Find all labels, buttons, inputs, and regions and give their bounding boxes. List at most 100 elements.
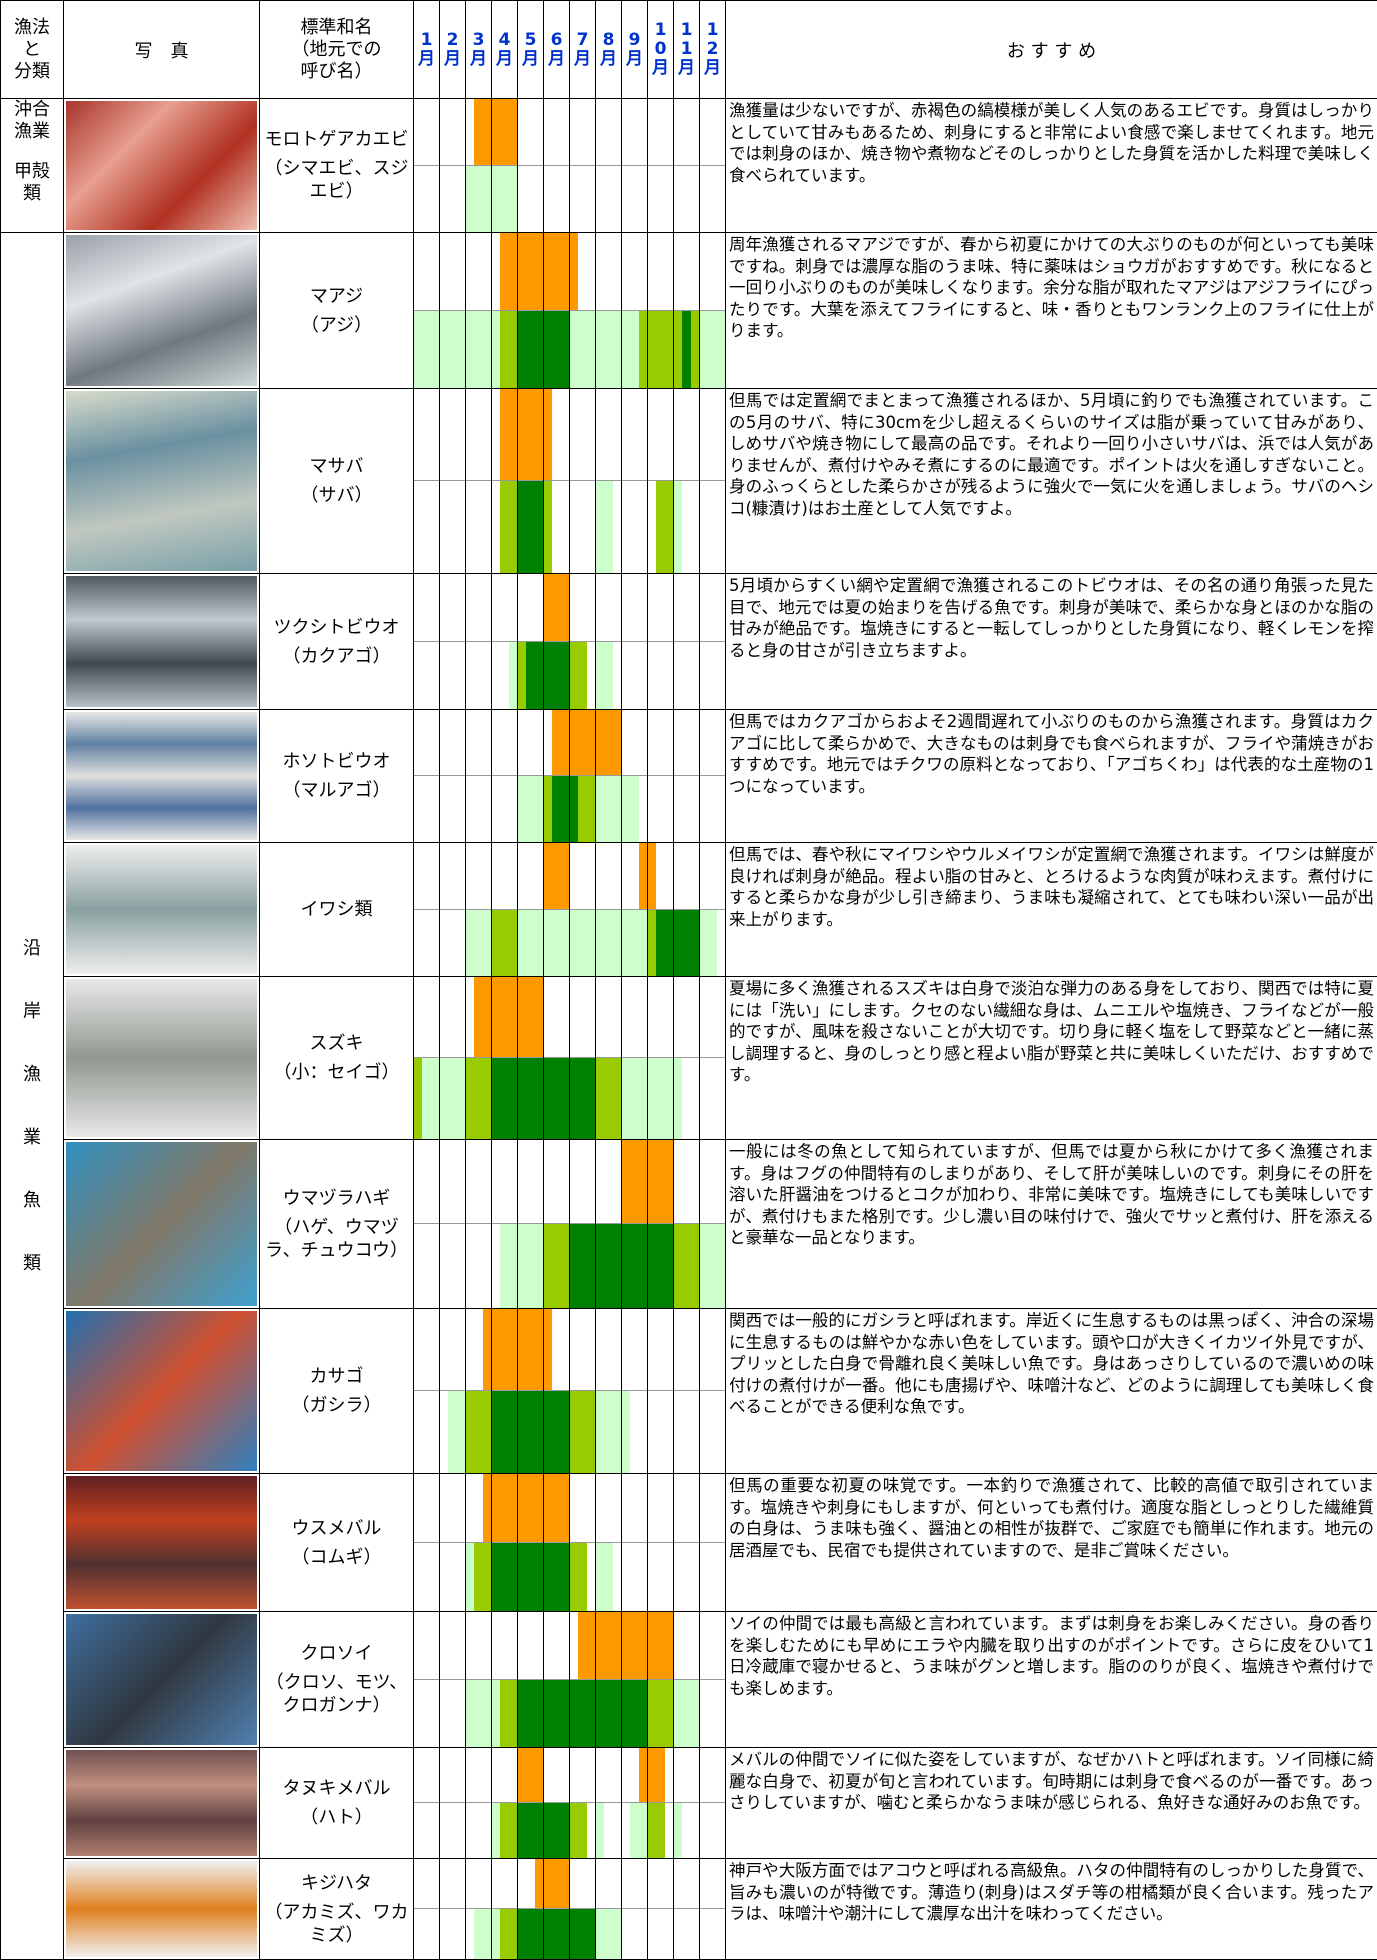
month-cell: [439, 842, 466, 977]
season-band: [700, 100, 725, 166]
season-cell: [534, 481, 543, 573]
season-cell: [596, 1391, 605, 1473]
season-cell: [526, 1309, 535, 1390]
season-cell: [630, 1749, 638, 1803]
season-cell: [474, 1141, 482, 1224]
season-cell: [415, 390, 423, 481]
catch-band: [675, 1909, 699, 1959]
season-cell: [467, 575, 475, 641]
season-cell: [441, 1749, 449, 1803]
season-cell: [545, 166, 553, 232]
season-cell: [596, 481, 605, 573]
season-cell: [415, 100, 423, 165]
season-cell: [639, 390, 647, 481]
season-cell: [508, 1058, 517, 1139]
season-cell: [441, 1224, 449, 1308]
season-cell: [456, 1058, 465, 1139]
catch-band: [596, 1542, 621, 1611]
month-cell: [621, 1611, 648, 1748]
season-cell: [534, 1058, 543, 1139]
month-cell: [699, 842, 726, 977]
season-cell: [560, 776, 569, 842]
season-cell: [648, 1748, 657, 1802]
season-cell: [623, 642, 631, 709]
season-cell: [500, 1391, 509, 1473]
season-cell: [519, 1141, 527, 1224]
season-cell: [534, 1803, 543, 1858]
season-cell: [457, 1543, 465, 1611]
season-cell: [457, 390, 465, 481]
season-band: [674, 234, 699, 311]
season-cell: [422, 1860, 430, 1909]
season-cell: [415, 1749, 423, 1803]
season-cell: [493, 642, 501, 709]
season-band: [570, 1612, 595, 1680]
month-cell: [699, 1308, 726, 1474]
catch-band: [701, 1391, 725, 1473]
header-cell: 漁法 と 分類: [0, 0, 64, 99]
catch-band: [622, 1391, 647, 1473]
season-cell: [639, 100, 647, 165]
season-cell: [518, 481, 527, 573]
season-cell: [675, 776, 683, 842]
season-band: [648, 1475, 673, 1543]
season-cell: [656, 1909, 664, 1959]
month-cell: [569, 1611, 596, 1748]
season-cell: [518, 1391, 527, 1473]
season-cell: [587, 100, 595, 165]
season-band: [440, 978, 465, 1058]
season-cell: [431, 166, 439, 232]
season-cell: [630, 1310, 638, 1391]
season-cell: [586, 1058, 595, 1139]
season-cell: [630, 1679, 639, 1747]
month-label: 5月: [522, 29, 539, 69]
season-cell: [596, 1058, 605, 1139]
season-band: [414, 1613, 439, 1680]
season-cell: [482, 1679, 491, 1747]
month-cell: [517, 976, 544, 1140]
header-cell: 写 真: [63, 0, 260, 99]
season-band: [440, 234, 465, 311]
season-cell: [441, 1543, 449, 1611]
season-cell: [604, 575, 612, 641]
season-cell: [708, 310, 717, 388]
month-cell: [595, 573, 622, 710]
season-cell: [682, 481, 690, 573]
season-cell: [630, 776, 639, 842]
photo: [66, 845, 257, 974]
season-cell: [483, 776, 491, 842]
season-band: [414, 390, 439, 481]
season-cell: [466, 310, 475, 388]
month-cell: [699, 573, 726, 710]
month-cell: [517, 1747, 544, 1859]
season-cell: [552, 909, 561, 976]
season-cell: [604, 166, 612, 232]
season-band: [544, 389, 569, 481]
season-cell: [613, 575, 621, 641]
season-cell: [708, 978, 716, 1058]
season-cell: [500, 1679, 509, 1747]
season-cell: [708, 481, 716, 573]
species-row: マサバ （サバ） 但馬では定置網でまとまって漁獲されるほか、5月頃に釣りでも漁獲され…: [1, 388, 1377, 574]
season-cell: [701, 1391, 709, 1473]
season-cell: [422, 711, 430, 776]
season-cell: [682, 1613, 690, 1679]
season-cell: [431, 844, 439, 909]
season-band: [596, 1749, 621, 1803]
season-cell: [596, 1542, 605, 1611]
season-cell: [597, 166, 605, 232]
season-cell: [682, 978, 690, 1058]
season-cell: [440, 310, 449, 388]
season-cell: [664, 909, 673, 976]
catch-band: [441, 1224, 465, 1308]
month-cell: [413, 842, 440, 977]
season-band: [466, 844, 491, 910]
catch-band: [675, 166, 699, 232]
catch-band: [544, 1391, 569, 1473]
season-cell: [526, 1542, 535, 1611]
season-cell: [648, 1803, 657, 1858]
season-cell: [604, 1612, 613, 1679]
month-cell: [543, 976, 570, 1140]
season-cell: [544, 776, 553, 842]
season-band: [570, 1475, 595, 1543]
